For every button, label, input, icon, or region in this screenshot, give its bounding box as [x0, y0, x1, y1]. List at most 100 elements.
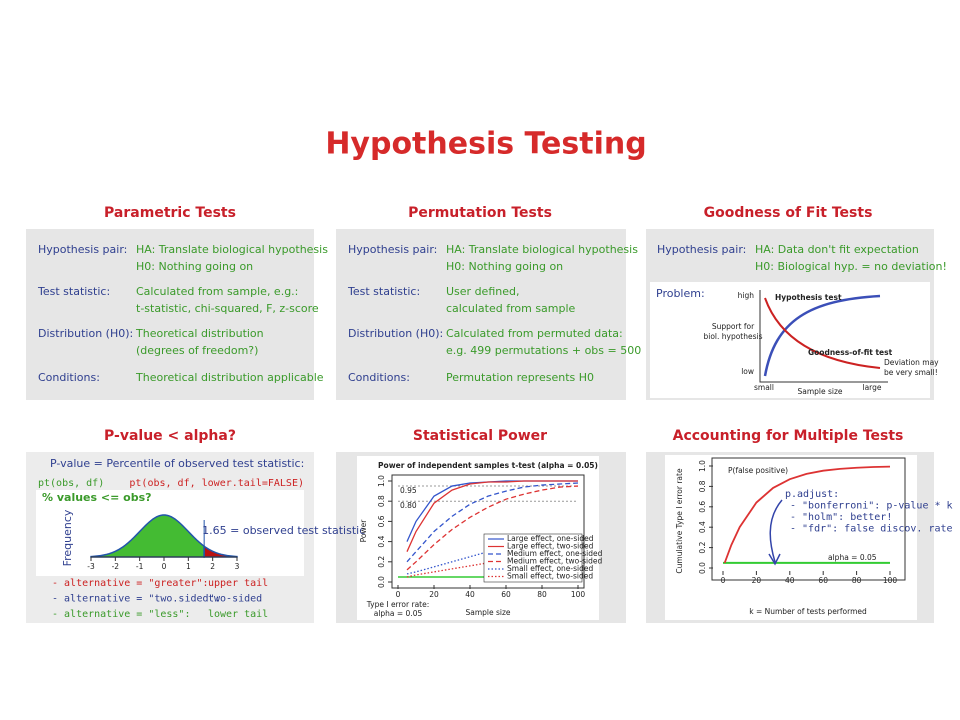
legend-label: Large effect, two-sided: [507, 542, 594, 551]
plot-box: [665, 455, 917, 620]
series-line: [723, 465, 891, 564]
row-value: Calculated from permuted data:: [446, 327, 623, 340]
note: - "holm": better!: [790, 512, 892, 523]
text: high: [738, 291, 755, 300]
panel-heading: Parametric Tests: [104, 205, 236, 221]
legend-label: Small effect, one-sided: [507, 564, 593, 573]
arrow-head: [768, 553, 781, 566]
legend-label: Medium effect, one-sided: [507, 549, 603, 558]
alternative-tail: upper tail: [208, 578, 268, 589]
axis-label: k = Number of tests performed: [749, 607, 867, 616]
y-tick-label: 0.8: [698, 480, 707, 492]
row-label: Hypothesis pair:: [348, 243, 437, 256]
question: % values <= obs?: [42, 491, 152, 504]
axis-label: biol. hypothesis: [703, 332, 762, 341]
lower-area: [90, 514, 205, 558]
row-value: H0: Nothing going on: [136, 260, 253, 273]
legend-label: Small effect, two-sided: [507, 572, 593, 581]
y-tick-label: 0.6: [377, 515, 386, 527]
alternative-tail: two-sided: [208, 594, 262, 605]
x-tick-label: 40: [465, 590, 475, 599]
row-label: Hypothesis pair:: [38, 243, 127, 256]
y-tick-label: 0.4: [377, 535, 386, 547]
reference-label: 0.95: [400, 486, 417, 495]
text: large: [862, 383, 881, 392]
upper-area: [203, 544, 238, 558]
panel-box: [26, 229, 314, 400]
arrow: [769, 499, 783, 563]
y-tick-label: 1.0: [698, 460, 707, 472]
row-value: User defined,: [446, 285, 519, 298]
panel-heading: Goodness of Fit Tests: [704, 205, 873, 221]
x-tick-label: 0: [162, 562, 167, 571]
x-tick-label: 60: [501, 590, 511, 599]
row-value: Permutation represents H0: [446, 371, 594, 384]
x-tick-label: 20: [429, 590, 439, 599]
note: p.adjust:: [785, 489, 839, 500]
row-value: Theoretical distribution applicable: [135, 371, 324, 384]
axis-label: Cumulative Type I error rate: [675, 468, 684, 574]
alternative: - alternative = "two.sided":: [52, 594, 221, 605]
slide-title: Hypothesis Testing: [325, 127, 646, 162]
row-label: Conditions:: [38, 371, 100, 384]
x-tick-label: 0: [396, 590, 401, 599]
panel-heading: P-value < alpha?: [104, 428, 236, 444]
curve: [764, 297, 881, 369]
annotation: alpha = 0.05: [828, 553, 877, 562]
y-tick-label: 0.0: [377, 576, 386, 588]
panel-heading: Statistical Power: [413, 428, 547, 444]
series-line: [406, 482, 579, 563]
x-tick-label: 100: [571, 590, 586, 599]
legend-label: Medium effect, two-sided: [507, 557, 602, 566]
panel-heading: Permutation Tests: [408, 205, 552, 221]
text: be very small!: [884, 368, 938, 377]
row-value: t-statistic, chi-squared, F, z-score: [136, 302, 319, 315]
row-label: Hypothesis pair:: [657, 243, 746, 256]
row-value: HA: Translate biological hypothesis: [136, 243, 328, 256]
figure-box: [650, 282, 930, 398]
text: Hypothesis test: [775, 293, 842, 302]
series-line: [406, 550, 579, 578]
annotation: Type I error rate:: [366, 600, 430, 609]
axis: [759, 290, 888, 383]
plot-frame: [391, 474, 585, 589]
code: pt(obs, df): [38, 478, 104, 489]
axis-label: Power: [359, 519, 368, 543]
statement: P-value = Percentile of observed test st…: [50, 457, 304, 470]
row-value: e.g. 499 permutations + obs = 500: [446, 344, 641, 357]
row-value: Calculated from sample, e.g.:: [136, 285, 298, 298]
reference-label: 0.80: [400, 501, 417, 510]
row-label: Test statistic:: [37, 285, 110, 298]
note: - "bonferroni": p-value * k: [790, 501, 953, 512]
text: Goodness-of-fit test: [808, 348, 893, 357]
y-tick-label: 0.2: [377, 556, 386, 568]
y-tick-label: 0.6: [698, 501, 707, 513]
x-tick-label: 2: [210, 562, 215, 571]
series-line: [406, 485, 579, 571]
panel-heading: Accounting for Multiple Tests: [673, 428, 904, 444]
alternative: - alternative = "less":: [52, 609, 190, 620]
series-line: [406, 480, 578, 552]
legend-label: Large effect, one-sided: [507, 534, 594, 543]
chart-title: Power of independent samples t-test (alp…: [378, 461, 598, 470]
text: small: [754, 383, 774, 392]
x-tick-label: 3: [235, 562, 240, 571]
y-tick-label: 1.0: [377, 475, 386, 487]
note: - "fdr": false discov. rate: [790, 524, 953, 535]
row-value: HA: Translate biological hypothesis: [446, 243, 638, 256]
x-tick-label: -1: [136, 562, 144, 571]
x-tick-label: 80: [537, 590, 547, 599]
row-value: calculated from sample: [446, 302, 576, 315]
row-value: HA: Data don't fit expectation: [755, 243, 919, 256]
row-value: H0: Nothing going on: [446, 260, 563, 273]
annotation: P(false positive): [728, 466, 788, 475]
row-value: Theoretical distribution: [135, 327, 264, 340]
annotation: 1.65 = observed test statistic: [202, 524, 365, 537]
row-label: Test statistic:: [347, 285, 420, 298]
x-tick-label: -2: [112, 562, 120, 571]
annotation: alpha = 0.05: [374, 609, 423, 618]
row-label: Conditions:: [348, 371, 410, 384]
axis-label: Sample size: [465, 608, 510, 617]
code: pt(obs, df, lower.tail=FALSE): [129, 478, 304, 489]
